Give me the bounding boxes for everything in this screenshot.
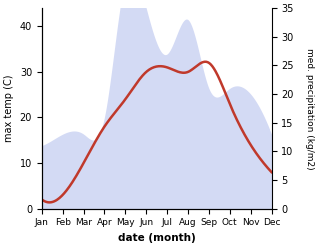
X-axis label: date (month): date (month) — [118, 233, 196, 243]
Y-axis label: max temp (C): max temp (C) — [4, 75, 14, 142]
Y-axis label: med. precipitation (kg/m2): med. precipitation (kg/m2) — [305, 48, 314, 169]
